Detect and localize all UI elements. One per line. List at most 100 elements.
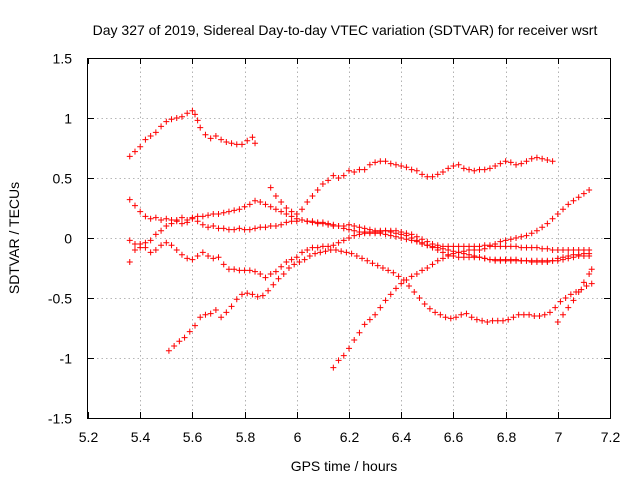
data-point: [575, 251, 582, 258]
data-point: [199, 249, 206, 256]
data-point: [533, 244, 540, 251]
data-point: [565, 253, 572, 259]
data-point: [580, 279, 587, 286]
series-arc-7: [330, 187, 593, 371]
data-point: [163, 215, 170, 222]
data-point: [356, 231, 363, 238]
data-point: [246, 201, 253, 208]
data-point: [343, 249, 350, 256]
data-point: [215, 211, 222, 217]
data-point: [580, 250, 587, 257]
data-point: [424, 173, 431, 180]
data-point: [173, 247, 180, 253]
data-point: [364, 257, 371, 264]
data-point: [207, 310, 214, 317]
data-point: [424, 242, 431, 249]
data-point: [228, 303, 235, 310]
data-point: [557, 298, 564, 305]
data-point: [244, 137, 251, 144]
data-point: [351, 232, 358, 239]
data-point: [518, 233, 525, 240]
data-point: [246, 267, 253, 274]
data-point: [458, 311, 465, 318]
data-point: [319, 181, 326, 187]
data-point: [236, 225, 243, 232]
data-point: [505, 316, 512, 323]
data-point: [131, 247, 138, 253]
data-point: [346, 221, 352, 228]
data-point: [304, 218, 311, 225]
series-arc-6: [267, 154, 556, 217]
data-point: [270, 281, 277, 288]
data-point: [513, 161, 520, 168]
data-point: [131, 202, 138, 209]
y-tick-label: -1: [60, 351, 73, 367]
data-point: [218, 136, 225, 143]
data-point: [238, 141, 245, 148]
data-point: [152, 129, 159, 136]
data-point: [385, 267, 392, 274]
y-axis-label: SDTVAR / TECUs: [6, 182, 22, 294]
data-point: [486, 256, 493, 263]
data-point: [353, 253, 360, 259]
data-point: [484, 319, 491, 325]
data-point: [163, 118, 170, 125]
data-point: [523, 244, 530, 251]
data-point: [528, 259, 535, 265]
data-point: [588, 280, 595, 287]
data-point: [165, 347, 172, 354]
data-point: [502, 237, 509, 244]
data-point: [346, 235, 352, 241]
data-point: [152, 231, 159, 238]
data-point: [212, 133, 219, 139]
data-point: [278, 199, 285, 205]
data-point: [131, 241, 138, 247]
data-point: [377, 304, 384, 311]
data-point: [583, 283, 590, 289]
data-point: [194, 213, 201, 220]
data-point: [523, 257, 530, 264]
data-point: [147, 249, 154, 256]
data-point: [565, 201, 572, 208]
data-point: [390, 269, 397, 276]
x-tick-label: 5.4: [131, 429, 151, 445]
data-point: [398, 235, 405, 241]
data-point: [580, 190, 587, 197]
data-point: [309, 193, 316, 199]
data-point: [570, 251, 577, 258]
data-point: [168, 242, 175, 249]
data-point: [442, 314, 449, 321]
data-point: [346, 345, 352, 352]
data-point: [382, 231, 389, 238]
data-point: [528, 230, 535, 237]
data-point: [392, 161, 399, 168]
data-point: [395, 273, 402, 280]
data-point: [374, 262, 381, 269]
data-point: [408, 166, 415, 173]
data-point: [215, 254, 222, 261]
data-point: [507, 159, 514, 166]
data-point: [178, 220, 185, 227]
x-axis-label: GPS time / hours: [291, 458, 398, 474]
data-point: [549, 247, 556, 253]
data-point: [252, 225, 259, 232]
data-point: [335, 239, 342, 246]
data-point: [215, 225, 222, 232]
data-point: [372, 230, 379, 237]
data-point: [142, 136, 149, 143]
data-point: [304, 199, 311, 205]
data-point: [199, 213, 206, 220]
y-tick-label: 1: [64, 111, 72, 127]
data-point: [335, 175, 342, 181]
data-point: [403, 164, 410, 171]
data-point: [429, 244, 436, 251]
data-point: [377, 230, 384, 237]
data-point: [460, 165, 467, 172]
data-point: [406, 283, 413, 289]
data-point: [249, 134, 256, 141]
data-point: [366, 316, 373, 323]
data-point: [272, 206, 279, 213]
data-point: [513, 235, 520, 241]
data-point: [544, 220, 551, 227]
data-point: [466, 254, 473, 261]
